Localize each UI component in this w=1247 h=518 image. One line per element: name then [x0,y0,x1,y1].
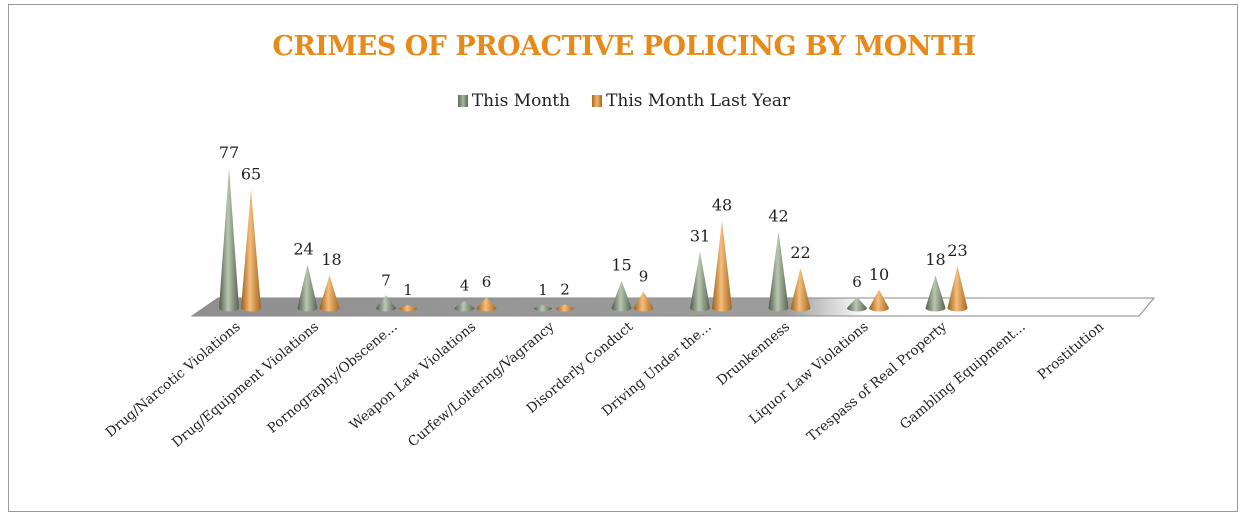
cone-this-month-7 [768,231,789,312]
value-label-last-year-3: 6 [482,273,492,291]
value-label-last-year-9: 23 [947,241,967,260]
legend-entry-last-year: This Month Last Year [592,91,790,111]
value-label-this-month-8: 6 [852,273,862,291]
value-label-this-month-3: 4 [460,277,470,295]
value-label-last-year-2: 1 [403,281,413,299]
cone-last-year-8 [869,289,889,312]
category-label-7: Drunkenness [714,319,793,389]
chart-frame: CRIMES OF PROACTIVE POLICING BY MONTH Th… [8,4,1238,512]
legend-swatch-this-month [457,95,468,107]
cone-last-year-9 [947,266,968,312]
category-label-2: Pornography/Obscene... [264,319,400,437]
value-label-last-year-6: 48 [712,196,732,215]
cone-last-year-6 [712,220,732,312]
legend-entry-this-month: This Month [457,91,571,111]
value-label-this-month-1: 24 [293,239,313,258]
cone-this-month-3 [454,300,475,312]
cone-this-month-4 [534,305,552,312]
cone-last-year-2 [399,305,417,312]
value-label-last-year-8: 10 [869,265,889,284]
cone-this-month-9 [925,275,946,312]
category-label-4: Curfew/Loitering/Vagrancy [405,319,558,451]
cone-this-month-6 [690,251,710,312]
value-label-this-month-0: 77 [219,143,239,162]
value-label-this-month-9: 18 [925,250,945,269]
legend-swatch-last-year [592,95,603,107]
category-label-1: Drug/Equipment Violations [169,319,322,451]
category-label-3: Weapon Law Violations [347,319,479,434]
chart-marks [219,167,968,312]
cone-this-month-5 [611,280,632,312]
cone-this-month-0 [219,167,239,312]
cone-last-year-7 [790,267,811,312]
cone-this-month-8 [847,297,867,312]
value-label-last-year-5: 9 [639,268,649,286]
value-label-this-month-4: 1 [538,281,548,299]
cone-this-month-2 [376,295,396,312]
chart-floor [190,297,1156,317]
value-label-this-month-5: 15 [611,256,631,275]
legend: This Month This Month Last Year [9,91,1239,111]
value-label-last-year-4: 2 [560,280,570,298]
cone-last-year-5 [633,291,654,312]
category-label-9: Trespass of Real Property [804,319,950,445]
cone-last-year-4 [556,304,574,312]
chart-title: CRIMES OF PROACTIVE POLICING BY MONTH [272,31,976,62]
legend-label-last-year: This Month Last Year [606,91,791,111]
cone-this-month-1 [297,264,318,312]
value-label-last-year-7: 22 [790,243,810,262]
category-label-11: Prostitution [1035,319,1108,384]
cone-last-year-1 [319,275,340,312]
category-label-0: Drug/Narcotic Violations [103,319,244,441]
value-label-last-year-1: 18 [321,250,341,269]
category-label-10: Gambling Equipment... [897,319,1029,433]
value-label-this-month-6: 31 [690,227,710,246]
value-label-this-month-7: 42 [768,207,788,226]
cone-last-year-3 [476,297,497,312]
legend-label-this-month: This Month [471,91,571,111]
cone-last-year-0 [241,189,261,312]
value-label-this-month-2: 7 [381,271,391,289]
value-label-last-year-0: 65 [241,165,261,184]
